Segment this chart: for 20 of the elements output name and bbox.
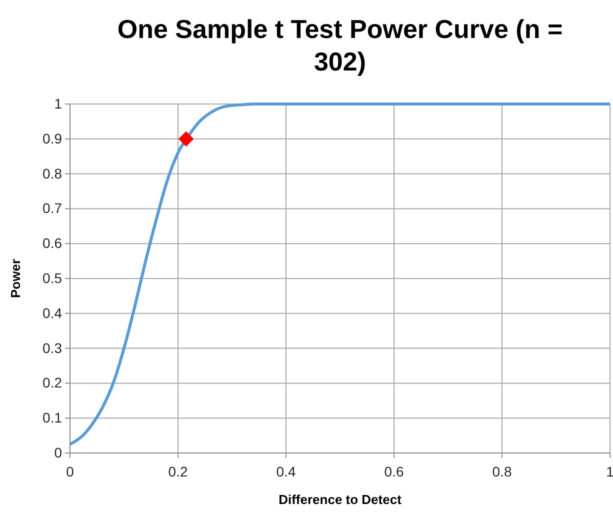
x-tick-label: 0 [66,463,74,480]
x-tick-label: 0.8 [492,463,512,480]
y-tick-label: 1 [54,95,62,112]
x-tick-label: 0.6 [384,463,404,480]
y-tick-label: 0.2 [42,374,62,391]
y-tick-label: 0 [54,444,62,460]
chart-title: One Sample t Test Power Curve (n = 302) [117,14,563,76]
y-tick-label: 0.1 [42,410,62,426]
y-tick-label: 0.3 [42,340,62,356]
y-tick-label: 0.5 [42,270,62,286]
y-tick-label: 0.8 [42,165,62,182]
x-tick-label: 0.4 [276,463,296,480]
y-axis-title: Power [8,258,23,298]
y-tick-label: 0.4 [42,304,62,321]
x-tick-label: 1 [606,463,613,480]
y-tick-label: 0.6 [42,235,62,252]
x-tick-label: 0.2 [168,463,188,480]
y-tick-label: 0.9 [42,130,62,146]
x-axis-title: Difference to Detect [278,492,402,507]
y-tick-label: 0.7 [42,200,62,216]
